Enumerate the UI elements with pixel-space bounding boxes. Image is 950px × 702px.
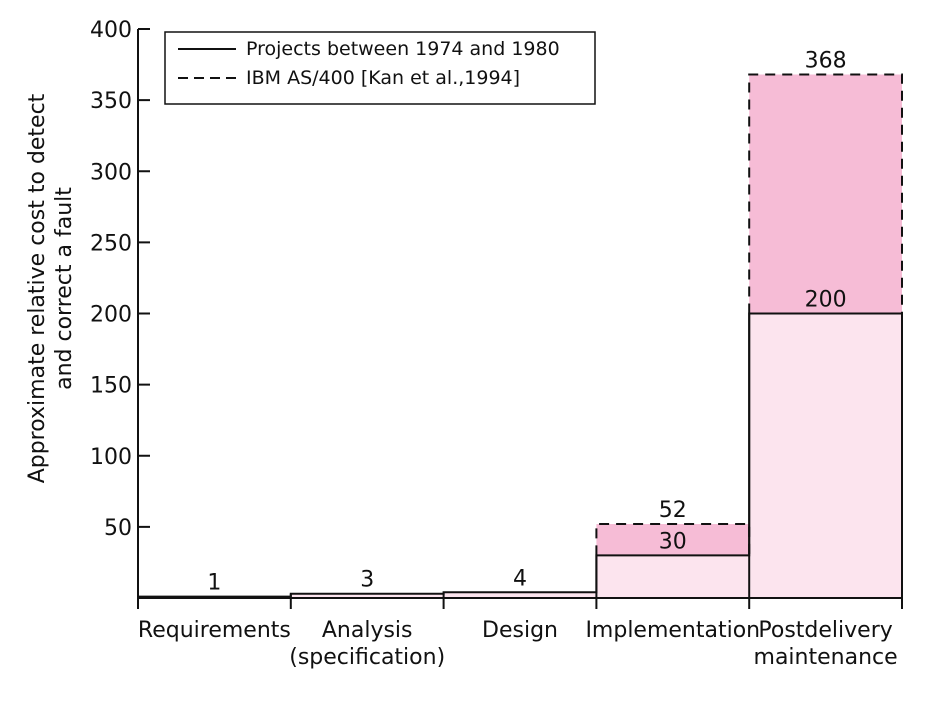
y-tick-label-1: 100 <box>90 445 132 470</box>
series-line-ibm-3 <box>595 523 751 556</box>
axes-layer <box>137 28 903 609</box>
data-label-projects-0: 1 <box>207 571 221 596</box>
legend-box <box>164 31 596 105</box>
x-tick-label-2-0: Design <box>482 618 558 643</box>
y-tick-label-4: 250 <box>90 231 132 256</box>
data-label-projects-4: 200 <box>805 288 847 313</box>
y-tick-label-7: 400 <box>90 18 132 43</box>
data-label-ibm-3: 52 <box>659 498 687 523</box>
legend-label-1: IBM AS/400 [Kan et al.,1994] <box>246 67 520 89</box>
data-label-projects-3: 30 <box>659 529 687 554</box>
bars-layer <box>137 73 903 598</box>
bar-projects-4 <box>749 313 902 598</box>
legend-label-0: Projects between 1974 and 1980 <box>246 38 560 60</box>
y-tick-label-0: 50 <box>104 516 132 541</box>
bar-projects-1 <box>290 593 444 598</box>
x-tick-label-4-1: maintenance <box>754 645 898 670</box>
x-tick-label-1-0: Analysis <box>322 618 413 643</box>
y-tick-label-6: 350 <box>90 89 132 114</box>
bar-projects-3 <box>596 555 750 598</box>
series-line-projects <box>137 312 903 598</box>
data-label-ibm-4: 368 <box>805 49 847 74</box>
y-tick-label-5: 300 <box>90 160 132 185</box>
data-label-projects-2: 4 <box>513 566 527 591</box>
labels-layer: 50 100 150 200 250 300 350 400 Requirements Analy… <box>25 18 898 670</box>
x-tick-label-3-0: Implementation <box>585 618 760 643</box>
y-axis-title-line-1: and correct a fault <box>52 187 77 390</box>
bar-projects-2 <box>443 592 597 598</box>
bar-ibm-3 <box>596 524 750 556</box>
x-tick-label-1-1: (specification) <box>289 645 445 670</box>
series-line-ibm-4 <box>748 73 903 314</box>
data-label-projects-1: 3 <box>360 568 374 593</box>
legend: Projects between 1974 and 1980 IBM AS/400… <box>164 31 596 105</box>
bar-ibm-4 <box>749 74 902 314</box>
y-axis-title-line-0: Approximate relative cost to detect <box>25 93 50 483</box>
x-tick-label-4-0: Postdelivery <box>758 618 892 643</box>
y-tick-label-2: 150 <box>90 374 132 399</box>
x-tick-label-0-0: Requirements <box>138 618 291 643</box>
y-tick-label-3: 200 <box>90 303 132 328</box>
